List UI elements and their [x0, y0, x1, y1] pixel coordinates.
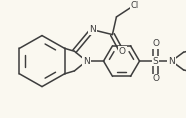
- Text: N: N: [168, 57, 175, 66]
- Text: O: O: [152, 39, 159, 48]
- Text: S: S: [153, 57, 158, 66]
- Text: Cl: Cl: [130, 1, 139, 10]
- Text: N: N: [83, 57, 90, 66]
- Text: O: O: [152, 74, 159, 83]
- Text: N: N: [89, 25, 96, 34]
- Text: O: O: [119, 47, 126, 56]
